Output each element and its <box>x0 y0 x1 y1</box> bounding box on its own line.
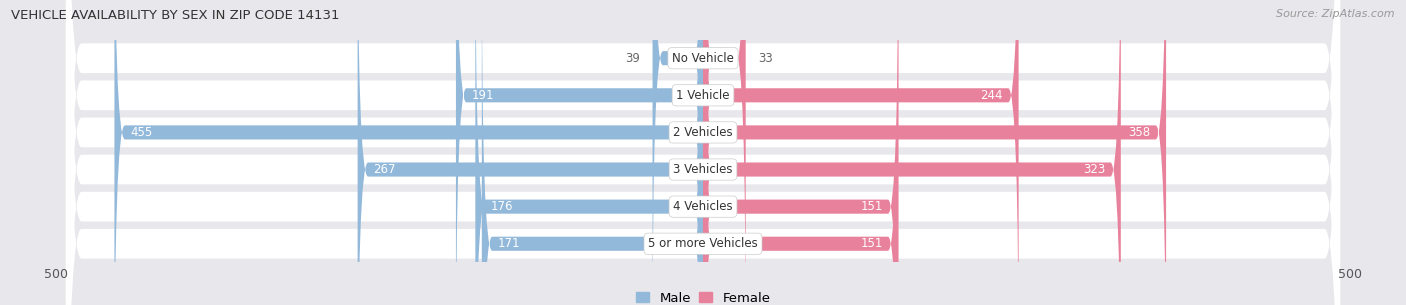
FancyBboxPatch shape <box>482 0 703 305</box>
FancyBboxPatch shape <box>66 0 1340 305</box>
Text: 3 Vehicles: 3 Vehicles <box>673 163 733 176</box>
FancyBboxPatch shape <box>703 0 745 305</box>
FancyBboxPatch shape <box>703 0 1018 305</box>
Text: 5 or more Vehicles: 5 or more Vehicles <box>648 237 758 250</box>
Text: 267: 267 <box>373 163 395 176</box>
FancyBboxPatch shape <box>456 0 703 305</box>
FancyBboxPatch shape <box>703 0 1121 305</box>
FancyBboxPatch shape <box>66 0 1340 305</box>
FancyBboxPatch shape <box>475 0 703 305</box>
Text: 2 Vehicles: 2 Vehicles <box>673 126 733 139</box>
FancyBboxPatch shape <box>703 0 898 305</box>
Text: 4 Vehicles: 4 Vehicles <box>673 200 733 213</box>
Text: VEHICLE AVAILABILITY BY SEX IN ZIP CODE 14131: VEHICLE AVAILABILITY BY SEX IN ZIP CODE … <box>11 9 340 22</box>
FancyBboxPatch shape <box>66 0 1340 305</box>
Text: No Vehicle: No Vehicle <box>672 52 734 65</box>
Text: 244: 244 <box>980 89 1002 102</box>
Text: 33: 33 <box>759 52 773 65</box>
FancyBboxPatch shape <box>66 0 1340 305</box>
Text: 151: 151 <box>860 237 883 250</box>
Legend: Male, Female: Male, Female <box>636 292 770 305</box>
FancyBboxPatch shape <box>66 0 1340 305</box>
Text: 39: 39 <box>624 52 640 65</box>
Text: 191: 191 <box>471 89 494 102</box>
FancyBboxPatch shape <box>66 0 1340 305</box>
Text: Source: ZipAtlas.com: Source: ZipAtlas.com <box>1277 9 1395 19</box>
Text: 176: 176 <box>491 200 513 213</box>
FancyBboxPatch shape <box>703 0 1166 305</box>
Text: 171: 171 <box>498 237 520 250</box>
FancyBboxPatch shape <box>652 0 703 305</box>
Text: 323: 323 <box>1083 163 1105 176</box>
Text: 358: 358 <box>1129 126 1150 139</box>
FancyBboxPatch shape <box>357 0 703 305</box>
FancyBboxPatch shape <box>703 0 898 305</box>
Text: 455: 455 <box>129 126 152 139</box>
Text: 151: 151 <box>860 200 883 213</box>
FancyBboxPatch shape <box>114 0 703 305</box>
Text: 1 Vehicle: 1 Vehicle <box>676 89 730 102</box>
